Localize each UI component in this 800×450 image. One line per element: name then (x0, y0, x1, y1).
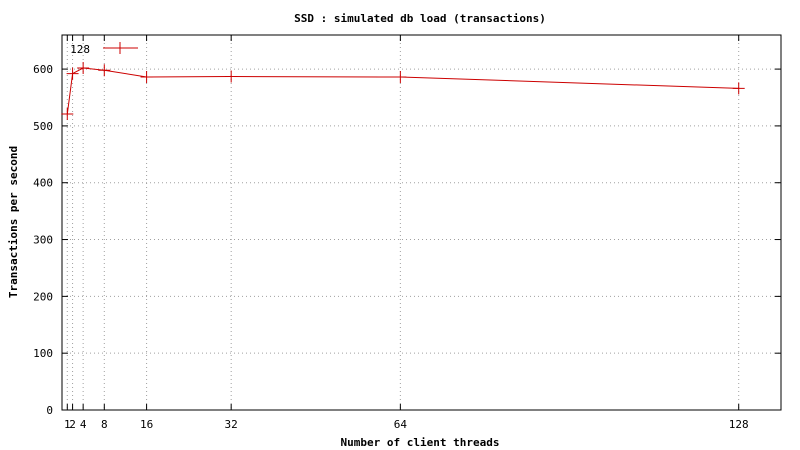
x-tick-label: 2 (69, 418, 76, 431)
x-tick-label: 4 (80, 418, 87, 431)
x-tick-label: 128 (729, 418, 749, 431)
y-tick-label: 300 (33, 234, 53, 247)
data-point-marker (732, 82, 745, 95)
y-tick-label: 100 (33, 347, 53, 360)
grid-layer (62, 35, 781, 410)
data-point-marker (77, 61, 90, 74)
x-axis-title: Number of client threads (341, 436, 500, 449)
data-point-marker (66, 67, 79, 80)
plot-frame (61, 34, 782, 411)
legend-marker-symbol (114, 42, 126, 54)
series-line (66, 67, 739, 115)
y-tick-label: 600 (33, 63, 53, 76)
y-tick-label: 400 (33, 177, 53, 190)
x-tick-label: 1 (64, 418, 71, 431)
data-point-marker (61, 107, 74, 120)
y-axis-title: Transactions per second (7, 146, 20, 298)
data-point-marker (225, 70, 238, 83)
ticks-layer: 0 100 200 300 400 500 600 12 4 8 16 32 64 128 (33, 35, 781, 431)
y-tick-label: 0 (46, 404, 53, 417)
legend-label: 128 (70, 43, 90, 56)
data-point-marker (98, 64, 111, 77)
legend-marker (114, 42, 126, 54)
x-tick-label: 8 (101, 418, 108, 431)
data-point-marker (394, 71, 407, 84)
y-tick-label: 200 (33, 290, 53, 303)
y-tick-label: 500 (33, 120, 53, 133)
x-tick-label: 32 (225, 418, 238, 431)
legend: 128 (70, 42, 138, 56)
data-point-marker (140, 71, 153, 84)
series-layer (61, 61, 745, 120)
x-tick-label: 16 (140, 418, 153, 431)
x-tick-label: 64 (394, 418, 408, 431)
chart-title: SSD : simulated db load (transactions) (294, 12, 546, 25)
